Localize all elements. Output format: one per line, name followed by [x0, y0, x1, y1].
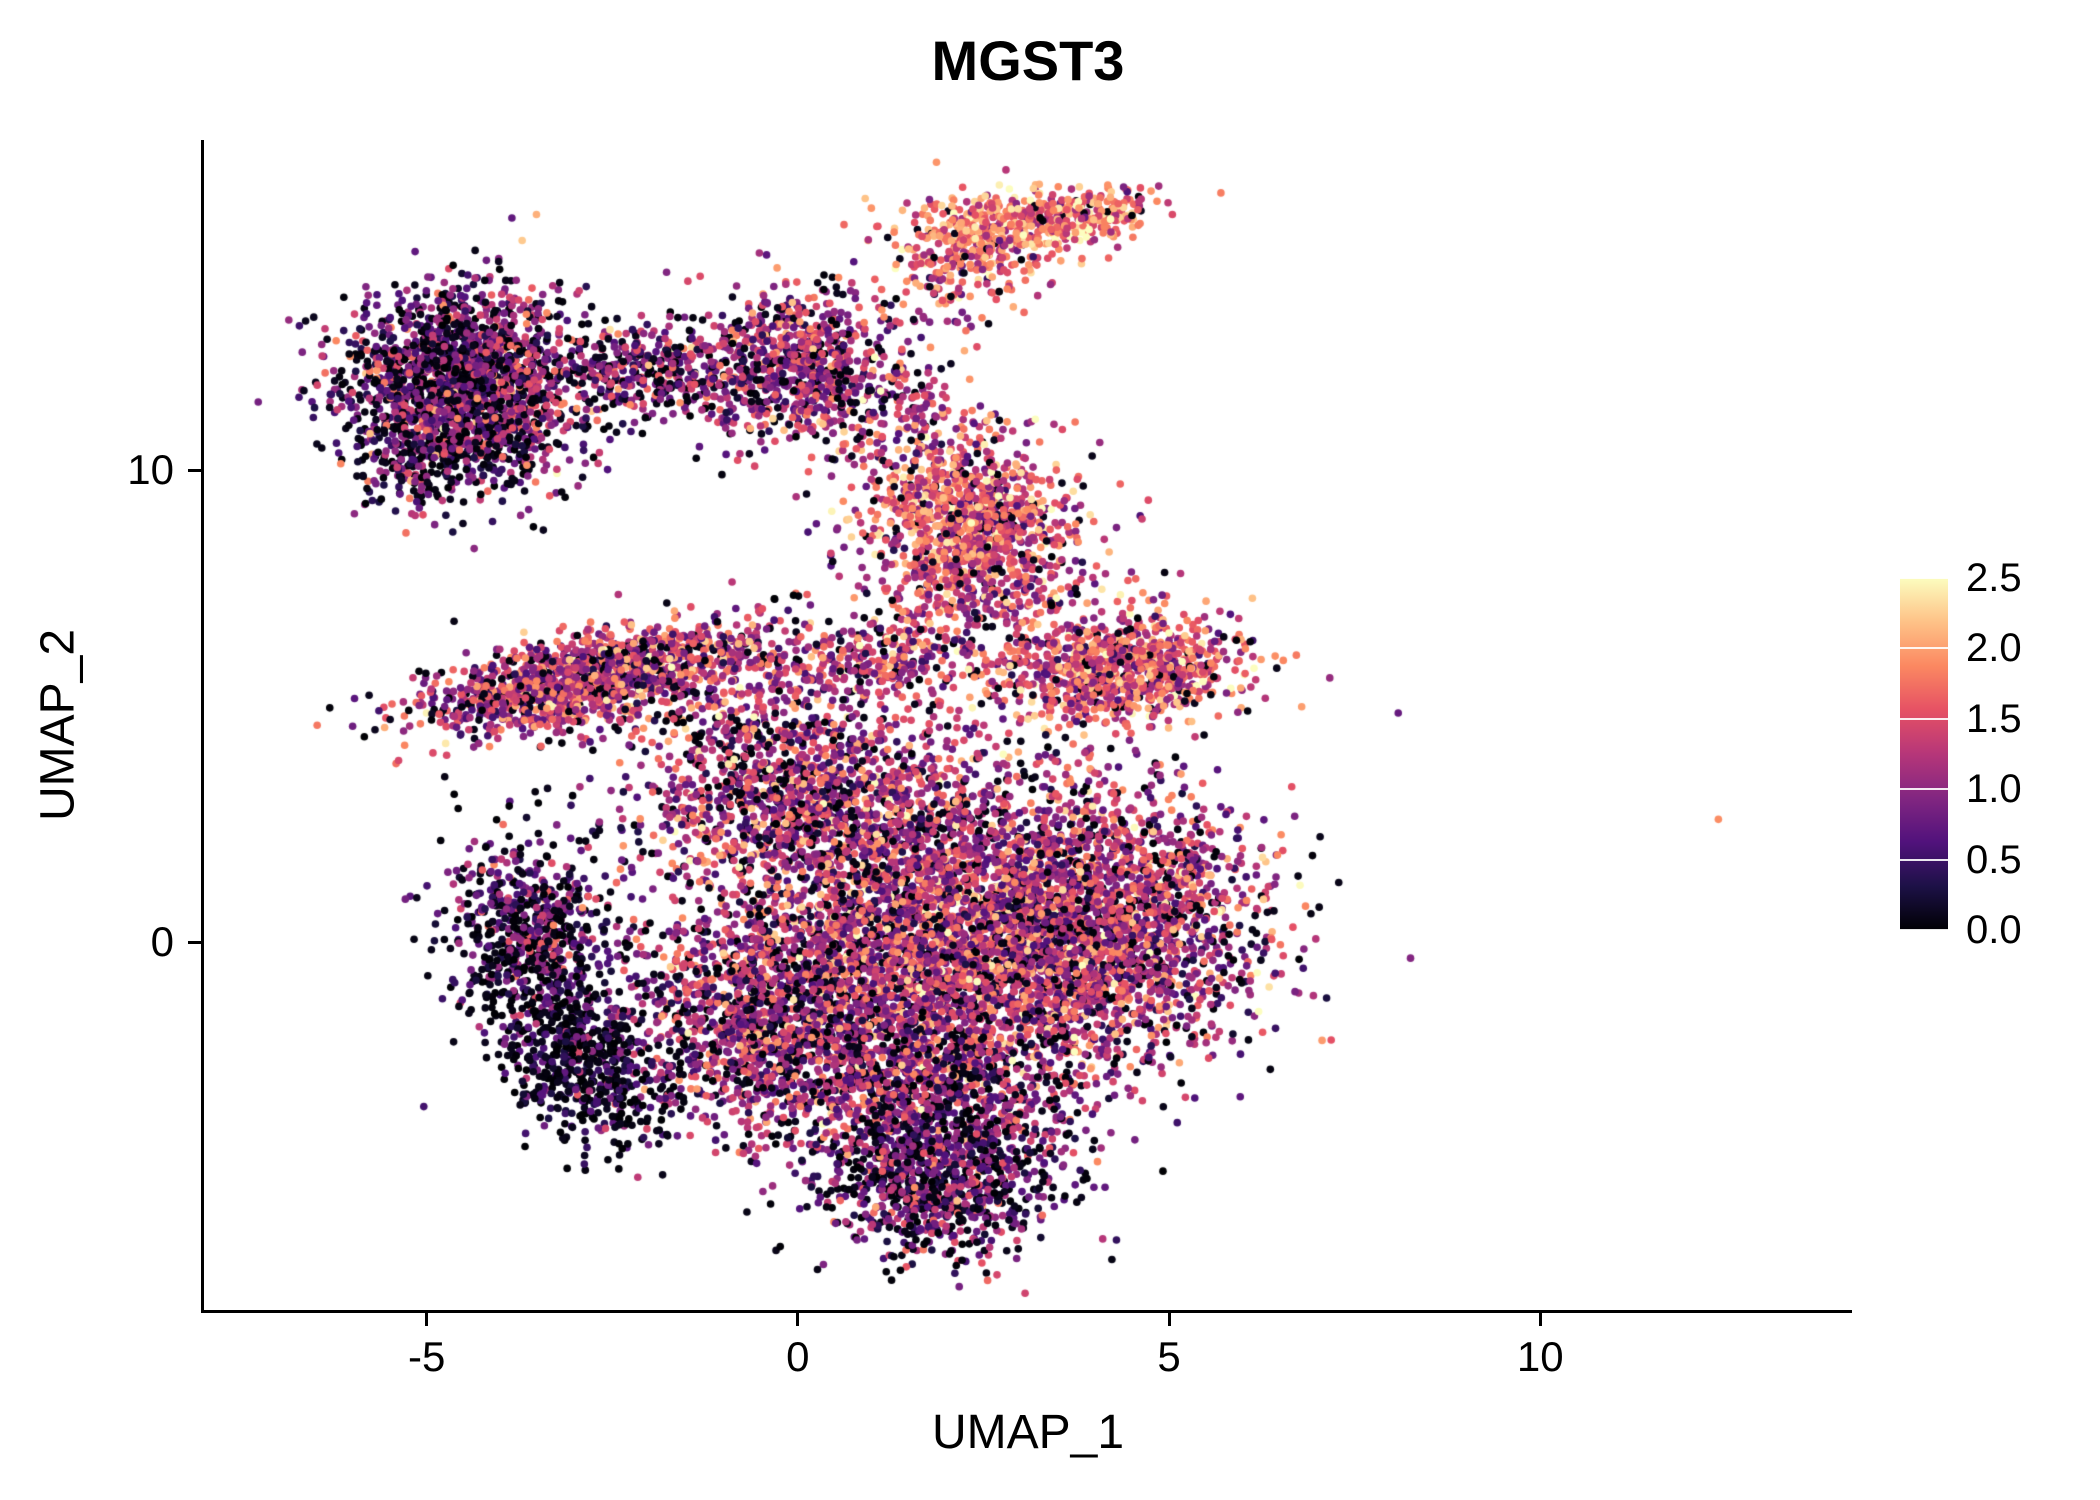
colorbar-tick-line [1900, 788, 1948, 791]
y-tick-mark [188, 468, 201, 472]
colorbar-tick-line [1900, 647, 1948, 650]
y-axis-title: UMAP_2 [31, 628, 85, 822]
x-tick-label: 5 [1157, 1333, 1181, 1380]
colorbar-tick-line [1900, 858, 1948, 861]
colorbar-tick-label: 0.5 [1966, 837, 2022, 882]
colorbar-tick-label: 1.0 [1966, 767, 2022, 812]
x-tick-mark [1167, 1313, 1171, 1326]
x-tick-label: -5 [408, 1333, 446, 1380]
y-tick-mark [188, 940, 201, 944]
colorbar-tick-line [1900, 717, 1948, 720]
x-tick-mark [425, 1313, 429, 1326]
colorbar-tick-line [1900, 577, 1948, 579]
x-axis-line [201, 1310, 1852, 1313]
plot-title: MGST3 [931, 29, 1125, 92]
x-tick-mark [796, 1313, 800, 1326]
colorbar-tick-label: 2.0 [1966, 626, 2022, 671]
colorbar-tick-label: 0.0 [1966, 908, 2022, 952]
x-tick-label: 10 [1516, 1333, 1564, 1380]
colorbar-tick-label: 2.5 [1966, 556, 2022, 600]
colorbar-tick-line [1900, 929, 1948, 931]
y-tick-label: 0 [150, 918, 174, 966]
x-axis-title: UMAP_1 [931, 1406, 1125, 1459]
expression-colorbar [1900, 577, 1948, 931]
x-tick-mark [1538, 1313, 1542, 1326]
colorbar-gradient [1900, 578, 1948, 930]
y-axis-line [201, 140, 204, 1313]
colorbar-tick-label: 1.5 [1966, 696, 2022, 741]
y-tick-label: 10 [127, 446, 174, 494]
x-tick-label: 0 [786, 1333, 810, 1380]
